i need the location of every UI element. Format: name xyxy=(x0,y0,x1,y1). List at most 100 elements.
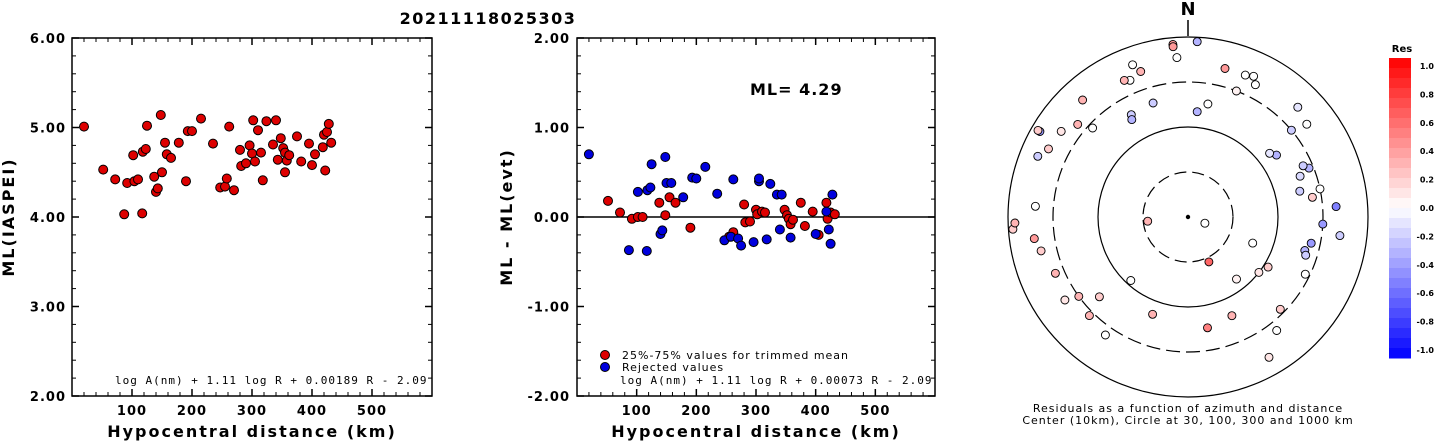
y-tick-label: 6.00 xyxy=(30,32,66,47)
station-point xyxy=(1050,268,1060,278)
panel-polar-residuals: N Residuals as a function of azimuth and… xyxy=(1007,0,1369,427)
station-point xyxy=(1029,234,1039,244)
data-point xyxy=(825,238,836,249)
polar-caption-line1: Residuals as a function of azimuth and d… xyxy=(1033,402,1343,415)
colorbar-step xyxy=(1389,238,1411,249)
station-point xyxy=(1200,218,1210,228)
colorbar-title: Res xyxy=(1392,44,1412,55)
colorbar-tick-label: -0.6 xyxy=(1417,289,1435,298)
station-point xyxy=(1275,304,1285,314)
station-point xyxy=(1263,262,1273,272)
data-point xyxy=(795,197,806,208)
data-point xyxy=(250,156,260,167)
data-point xyxy=(654,197,665,208)
station-point xyxy=(1073,119,1083,129)
data-point xyxy=(224,121,235,132)
station-point xyxy=(1010,218,1020,228)
station-point xyxy=(1232,274,1241,284)
station-point xyxy=(1204,257,1214,267)
data-point xyxy=(748,237,759,248)
ml-annotation: ML= 4.29 xyxy=(750,80,843,99)
station-point xyxy=(1078,95,1088,105)
colorbar-tick-label: 1.0 xyxy=(1420,62,1435,71)
data-point xyxy=(685,222,696,233)
x-tick-label: 300 xyxy=(741,404,771,419)
data-point xyxy=(320,165,331,176)
station-point xyxy=(1307,192,1317,202)
data-point xyxy=(785,232,796,243)
data-points xyxy=(583,149,840,256)
data-point xyxy=(322,127,332,137)
station-point xyxy=(1301,250,1311,260)
center-point xyxy=(1185,214,1191,220)
figure-title: 20211118025303 xyxy=(400,9,577,28)
ring-30km xyxy=(1142,171,1234,263)
data-point xyxy=(275,133,286,144)
colorbar-tick-label: 0.0 xyxy=(1420,204,1435,213)
station-point xyxy=(1295,171,1305,181)
y-tick-label: 2.00 xyxy=(534,32,570,47)
y-tick-labels: -2.00 -1.00 0.00 1.00 2.00 xyxy=(528,32,935,405)
colorbar-step xyxy=(1389,288,1411,299)
colorbar-step xyxy=(1389,268,1411,279)
data-point xyxy=(220,181,230,192)
station-points xyxy=(1008,37,1345,362)
y-axis-label: ML - ML(evt) xyxy=(497,148,516,286)
y-tick-labels: 2.00 3.00 4.00 5.00 6.00 xyxy=(30,32,432,405)
data-point xyxy=(615,207,625,218)
station-point xyxy=(1148,309,1158,319)
station-point xyxy=(1298,161,1308,171)
panel-residual-vs-distance: -2.00 -1.00 0.00 1.00 2.00 100 200 300 400 500 M… xyxy=(497,32,936,441)
data-point xyxy=(603,195,613,206)
data-point xyxy=(307,160,317,171)
data-point xyxy=(166,152,176,163)
station-point xyxy=(1318,219,1328,229)
station-point xyxy=(1172,53,1182,63)
data-point xyxy=(253,125,263,136)
data-point xyxy=(736,240,747,251)
colorbar-step xyxy=(1389,98,1411,109)
y-tick-label: 1.00 xyxy=(534,122,570,137)
colorbar-step xyxy=(1389,348,1411,359)
data-point xyxy=(660,210,671,221)
colorbar-step xyxy=(1389,58,1411,69)
station-point xyxy=(1302,119,1312,129)
legend-label-trimmed: 25%-75% values for trimmed mean xyxy=(622,349,849,362)
data-point xyxy=(678,192,689,203)
data-point xyxy=(691,173,702,184)
colorbar-step xyxy=(1389,228,1411,239)
colorbar-tick-label: -0.2 xyxy=(1417,232,1435,241)
data-point xyxy=(187,126,197,137)
station-point xyxy=(1331,202,1341,212)
data-point xyxy=(142,120,152,131)
ring-100km xyxy=(1097,126,1279,308)
colorbar-step xyxy=(1389,198,1411,209)
station-point xyxy=(1203,323,1212,333)
colorbar-step xyxy=(1389,108,1411,119)
data-point xyxy=(745,216,755,227)
data-point xyxy=(317,142,328,153)
station-point xyxy=(1192,37,1202,47)
data-point xyxy=(637,212,648,222)
data-point xyxy=(823,224,834,235)
station-point xyxy=(1295,186,1305,196)
data-point xyxy=(221,173,232,184)
data-point xyxy=(666,178,677,188)
y-tick-label: 4.00 xyxy=(30,211,66,226)
data-point xyxy=(280,167,290,178)
data-point xyxy=(660,152,671,162)
station-point xyxy=(1033,151,1043,161)
data-point xyxy=(788,214,798,225)
colorbar-step xyxy=(1389,128,1411,139)
data-point xyxy=(774,224,785,235)
x-tick-label: 500 xyxy=(860,404,890,419)
station-point xyxy=(1293,102,1303,112)
colorbar-step xyxy=(1389,298,1411,309)
data-point xyxy=(754,173,764,184)
data-point xyxy=(646,159,657,170)
station-point xyxy=(1033,125,1043,135)
x-tick-label: 300 xyxy=(237,404,267,419)
data-point xyxy=(827,189,838,200)
station-point xyxy=(1127,115,1137,125)
station-point xyxy=(1249,71,1259,81)
